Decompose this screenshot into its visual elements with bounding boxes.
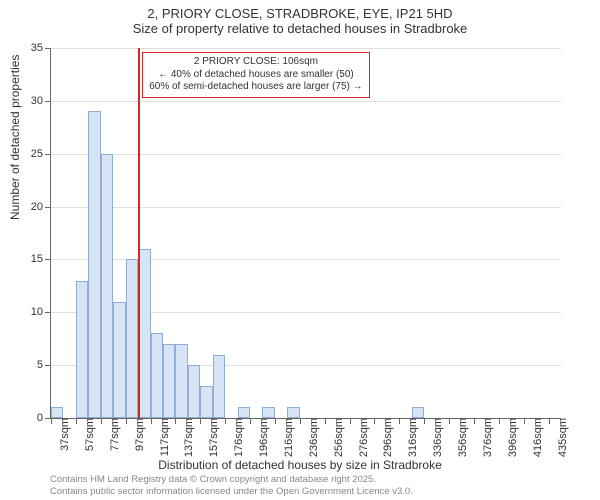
y-tick-label: 15 [31, 253, 51, 265]
y-axis-title: Number of detached properties [8, 55, 22, 220]
histogram-bar [101, 154, 113, 418]
x-tick [51, 418, 52, 424]
x-tick-label: 356sqm [453, 418, 469, 457]
x-tick [424, 418, 425, 424]
annotation-box: 2 PRIORY CLOSE: 106sqm ← 40% of detached… [142, 52, 369, 98]
marker-line [138, 48, 140, 418]
chart-container: 2, PRIORY CLOSE, STRADBROKE, EYE, IP21 5… [0, 0, 600, 500]
x-tick-label: 176sqm [229, 418, 245, 457]
x-tick-label: 435sqm [553, 418, 569, 457]
footer-text: Contains HM Land Registry data © Crown c… [50, 474, 413, 498]
x-tick-label: 376sqm [478, 418, 494, 457]
y-tick-label: 25 [31, 148, 51, 160]
x-axis-title: Distribution of detached houses by size … [0, 458, 600, 472]
x-tick [325, 418, 326, 424]
x-tick [449, 418, 450, 424]
x-tick [250, 418, 251, 424]
x-tick-label: 416sqm [528, 418, 544, 457]
histogram-bar [76, 281, 88, 418]
y-tick-label: 30 [31, 95, 51, 107]
x-tick-label: 97sqm [130, 418, 146, 451]
grid-line [51, 207, 561, 208]
y-tick-label: 5 [37, 359, 51, 371]
annotation-title: 2 PRIORY CLOSE: 106sqm [149, 56, 362, 69]
x-tick-label: 236sqm [304, 418, 320, 457]
x-tick-label: 316sqm [403, 418, 419, 457]
annotation-line-larger: 60% of semi-detached houses are larger (… [149, 81, 362, 94]
histogram-bar [287, 407, 299, 418]
title-sub: Size of property relative to detached ho… [0, 21, 600, 36]
x-tick [350, 418, 351, 424]
x-tick [524, 418, 525, 424]
title-main: 2, PRIORY CLOSE, STRADBROKE, EYE, IP21 5… [0, 0, 600, 21]
x-tick-label: 296sqm [378, 418, 394, 457]
x-tick [200, 418, 201, 424]
x-tick [300, 418, 301, 424]
x-tick-label: 336sqm [428, 418, 444, 457]
x-tick-label: 256sqm [329, 418, 345, 457]
x-tick-label: 196sqm [254, 418, 270, 457]
grid-line [51, 48, 561, 49]
histogram-bar [213, 355, 225, 418]
x-tick-label: 117sqm [155, 418, 171, 456]
x-tick [151, 418, 152, 424]
footer-line-1: Contains HM Land Registry data © Crown c… [50, 474, 413, 486]
footer-line-2: Contains public sector information licen… [50, 486, 413, 498]
annotation-line-smaller: ← 40% of detached houses are smaller (50… [149, 69, 362, 82]
grid-line [51, 154, 561, 155]
y-tick-label: 35 [31, 42, 51, 54]
histogram-bar [163, 344, 175, 418]
x-tick-label: 157sqm [204, 418, 220, 457]
histogram-bar [200, 386, 212, 418]
grid-line [51, 101, 561, 102]
x-tick [399, 418, 400, 424]
x-tick-label: 137sqm [179, 418, 195, 457]
y-tick-label: 10 [31, 306, 51, 318]
histogram-bar [188, 365, 200, 418]
x-tick-label: 396sqm [503, 418, 519, 457]
x-tick-label: 216sqm [279, 418, 295, 457]
histogram-bar [113, 302, 125, 418]
histogram-bar [126, 259, 138, 418]
x-tick [549, 418, 550, 424]
histogram-bar [175, 344, 187, 418]
histogram-bar [51, 407, 63, 418]
histogram-bar [151, 333, 163, 418]
x-tick [101, 418, 102, 424]
x-tick [175, 418, 176, 424]
histogram-bar [88, 111, 100, 418]
x-tick [374, 418, 375, 424]
histogram-bar [262, 407, 274, 418]
x-tick [76, 418, 77, 424]
x-tick-label: 276sqm [354, 418, 370, 457]
x-tick [474, 418, 475, 424]
x-tick-label: 77sqm [105, 418, 121, 451]
chart-area: 2 PRIORY CLOSE: 106sqm ← 40% of detached… [50, 48, 561, 419]
histogram-bar [238, 407, 250, 418]
histogram-bar [412, 407, 424, 418]
x-tick-label: 37sqm [55, 418, 71, 451]
x-tick-label: 57sqm [80, 418, 96, 451]
x-tick [499, 418, 500, 424]
y-tick-label: 20 [31, 201, 51, 213]
y-tick-label: 0 [37, 412, 51, 424]
x-tick [225, 418, 226, 424]
x-tick [275, 418, 276, 424]
x-tick [126, 418, 127, 424]
